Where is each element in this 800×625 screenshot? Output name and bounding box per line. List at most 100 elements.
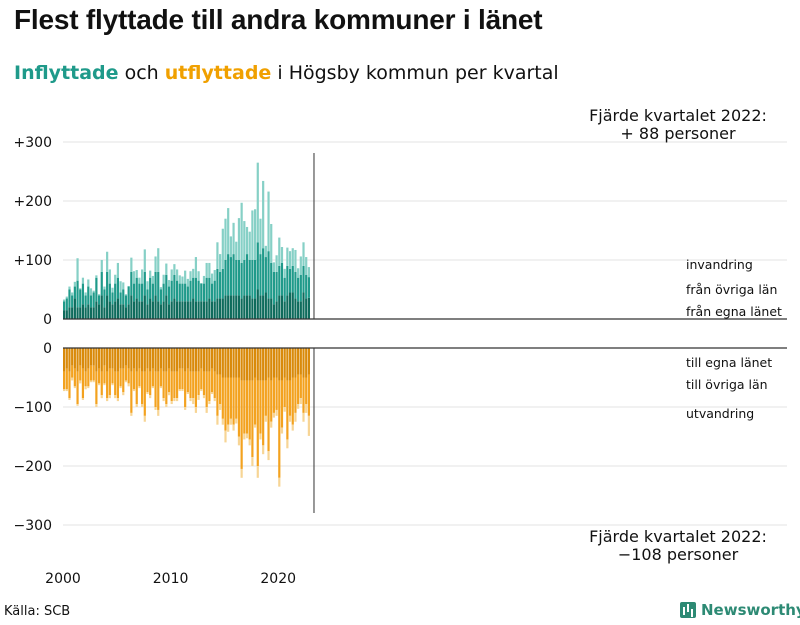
bottom-bar-segment: [84, 371, 87, 387]
bottom-bar-segment: [108, 368, 111, 396]
top-bar-segment: [259, 254, 262, 296]
top-bar-segment: [251, 210, 254, 260]
bottom-bar-segment: [291, 424, 294, 431]
bottom-bar-segment: [232, 348, 235, 378]
top-bar-segment: [130, 257, 133, 272]
bottom-bar-segment: [167, 392, 171, 396]
bottom-bar-segment: [219, 348, 222, 375]
top-bar-segment: [114, 301, 117, 319]
bottom-bar-segment: [116, 371, 119, 399]
annotation-bottom-line1: Fjärde kvartalet 2022:: [589, 527, 767, 546]
top-bar-segment: [189, 271, 192, 281]
top-bar-segment: [232, 295, 235, 319]
top-bar-segment: [221, 268, 224, 299]
top-bar-segment: [97, 295, 101, 305]
top-bar-segment: [243, 295, 246, 319]
top-bar-segment: [81, 304, 85, 319]
top-bar-segment: [253, 209, 257, 260]
bottom-bar-segment: [213, 398, 216, 402]
bottom-bar-segment: [165, 348, 168, 372]
top-bar-segment: [288, 268, 292, 293]
bottom-bar-segment: [202, 348, 206, 372]
bottom-bar-segment: [135, 404, 138, 407]
bottom-bar-segment: [114, 348, 117, 372]
top-bar-segment: [243, 260, 246, 296]
y-tick-label: −200: [14, 459, 52, 475]
top-bar-segment: [162, 274, 165, 284]
bottom-bar-segment: [283, 407, 286, 412]
top-bar-segment: [192, 298, 195, 319]
bottom-bar-segment: [264, 415, 267, 422]
bottom-bar-segment: [92, 380, 95, 383]
top-bar-segment: [189, 280, 192, 302]
brand-logo: Newsworthy: [680, 601, 800, 619]
bottom-bar-segment: [245, 433, 249, 439]
bottom-bar-segment: [224, 348, 227, 378]
bottom-bar-segment: [130, 371, 133, 413]
top-bar-segment: [232, 254, 235, 296]
top-bar-segment: [71, 292, 74, 296]
top-bar-segment: [205, 301, 208, 319]
top-bar-segment: [65, 296, 68, 299]
top-bar-segment: [119, 304, 122, 319]
series-label: invandring: [686, 257, 753, 272]
bottom-bar-segment: [114, 395, 117, 399]
bottom-bar-segment: [68, 398, 71, 400]
bottom-bar-segment: [305, 377, 308, 405]
bottom-bar-segment: [229, 348, 232, 378]
bottom-bar-segment: [157, 348, 160, 372]
top-bar-segment: [73, 298, 76, 319]
bottom-bar-segment: [132, 389, 136, 392]
top-bar-segment: [221, 228, 224, 269]
bottom-bar-segment: [259, 433, 262, 440]
bottom-bar-segment: [200, 368, 203, 390]
top-bar-segment: [294, 298, 297, 319]
top-bar-segment: [253, 260, 257, 299]
bottom-bar-segment: [167, 368, 171, 393]
bottom-bar-segment: [89, 365, 93, 381]
bottom-bar-segment: [170, 348, 173, 372]
top-bar-segment: [208, 277, 211, 299]
top-bar-segment: [229, 236, 232, 258]
top-bar-segment: [127, 304, 130, 319]
top-bar-segment: [189, 301, 192, 319]
bottom-bar-segment: [71, 348, 74, 366]
bottom-bar-segment: [259, 380, 262, 434]
top-bar-segment: [81, 283, 85, 305]
top-bar-segment: [270, 224, 273, 263]
bottom-bar-segment: [253, 424, 257, 428]
top-bar-segment: [130, 295, 133, 319]
top-bar-segment: [68, 307, 71, 319]
bottom-bar-segment: [197, 395, 200, 400]
bottom-bar-segment: [103, 365, 106, 384]
top-bar-segment: [89, 307, 93, 319]
bottom-bar-segment: [280, 380, 284, 428]
bottom-bar-segment: [130, 412, 133, 416]
bottom-bar-segment: [305, 404, 308, 413]
top-bar-segment: [127, 286, 130, 305]
top-bar-segment: [154, 271, 157, 296]
bottom-bar-segment: [186, 392, 189, 395]
top-bar-segment: [71, 307, 74, 319]
top-bar-segment: [245, 295, 249, 319]
top-bar-segment: [154, 256, 157, 272]
top-bar-segment: [253, 298, 257, 319]
top-bar-segment: [262, 248, 265, 296]
bottom-bar-segment: [151, 348, 154, 369]
top-bar-segment: [184, 270, 187, 284]
bottom-bar-segment: [205, 407, 208, 413]
top-bar-segment: [270, 262, 273, 299]
top-bar-segment: [267, 191, 270, 252]
bottom-bar-segment: [243, 380, 246, 434]
top-bar-segment: [119, 292, 122, 305]
bottom-bar-segment: [87, 368, 90, 387]
top-bar-segment: [68, 289, 71, 308]
bottom-bar-segment: [173, 348, 176, 372]
bottom-bar-segment: [264, 380, 267, 416]
bottom-bar-segment: [178, 348, 181, 369]
top-bar-segment: [76, 258, 79, 281]
subtitle-rest: i Högsby kommun per kvartal: [277, 62, 559, 84]
bottom-bar-segment: [73, 348, 76, 369]
top-bar-segment: [138, 301, 141, 319]
top-bar-segment: [95, 275, 98, 278]
